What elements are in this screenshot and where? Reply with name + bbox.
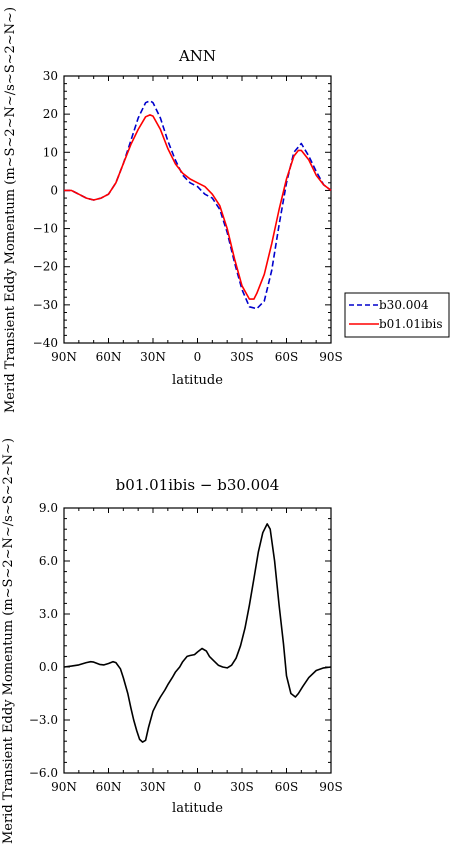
y-tick-label: 0.0 [39, 660, 58, 674]
chart-title: ANN [178, 47, 216, 65]
legend-label: b30.004 [379, 298, 429, 312]
legend-label: b01.01ibis [379, 317, 443, 331]
x-tick-label: 0 [194, 350, 202, 364]
y-axis-label: Merid Transient Eddy Momentum (m~S~2~N~/… [1, 438, 16, 844]
legend: b30.004 b01.01ibis [344, 292, 450, 338]
x-axis-label: latitude [172, 801, 223, 816]
y-tick-label: −3.0 [29, 713, 58, 727]
series-line-b01-01ibis [64, 114, 332, 300]
x-tick-label: 90S [319, 350, 343, 364]
x-tick-label: 0 [194, 780, 202, 794]
series-line-series-1 [63, 523, 332, 743]
x-tick-label: 60S [275, 780, 299, 794]
y-tick-label: 3.0 [39, 607, 58, 621]
y-tick-label: 6.0 [39, 554, 58, 568]
legend-box [344, 292, 450, 338]
bottom-panel-difference: 90N 60N 30N 0 30S 60S 90S −6.0 −3.0 0.0 3.0 6.0 9.0 b… [1, 438, 343, 844]
x-axis-label: latitude [172, 373, 223, 388]
x-tick-label: 30N [140, 780, 166, 794]
x-tick-label: 30N [140, 350, 166, 364]
x-tick-label: 60N [96, 350, 122, 364]
x-tick-label: 90N [51, 780, 77, 794]
y-tick-label: 10 [43, 145, 58, 159]
chart-title: b01.01ibis − b30.004 [116, 476, 280, 494]
y-tick-label: 30 [43, 69, 58, 83]
y-tick-label: 9.0 [39, 501, 58, 515]
x-tick-label: 30S [230, 350, 254, 364]
y-tick-label: −30 [33, 298, 58, 312]
top-panel-ann: 90N 60N 30N 0 30S 60S 90S −40 −30 −20 −10 0 10 20 30 AN… [3, 7, 450, 413]
plot-frame [63, 75, 332, 344]
plot-frame [63, 507, 332, 774]
y-tick-label: 20 [43, 107, 58, 121]
x-tick-label: 90S [319, 780, 343, 794]
y-axis-label: Merid Transient Eddy Momentum (m~S~2~N~/… [3, 7, 18, 413]
y-tick-label: −10 [33, 222, 58, 236]
y-tick-label: −20 [33, 260, 58, 274]
y-tick-label: −6.0 [29, 766, 58, 780]
y-tick-label: 0 [50, 183, 58, 197]
y-tick-label: −40 [33, 336, 58, 350]
x-tick-label: 60N [96, 780, 122, 794]
series-line-b30-004 [64, 100, 332, 310]
x-tick-label: 30S [230, 780, 254, 794]
x-tick-label: 60S [275, 350, 299, 364]
x-tick-label: 90N [51, 350, 77, 364]
